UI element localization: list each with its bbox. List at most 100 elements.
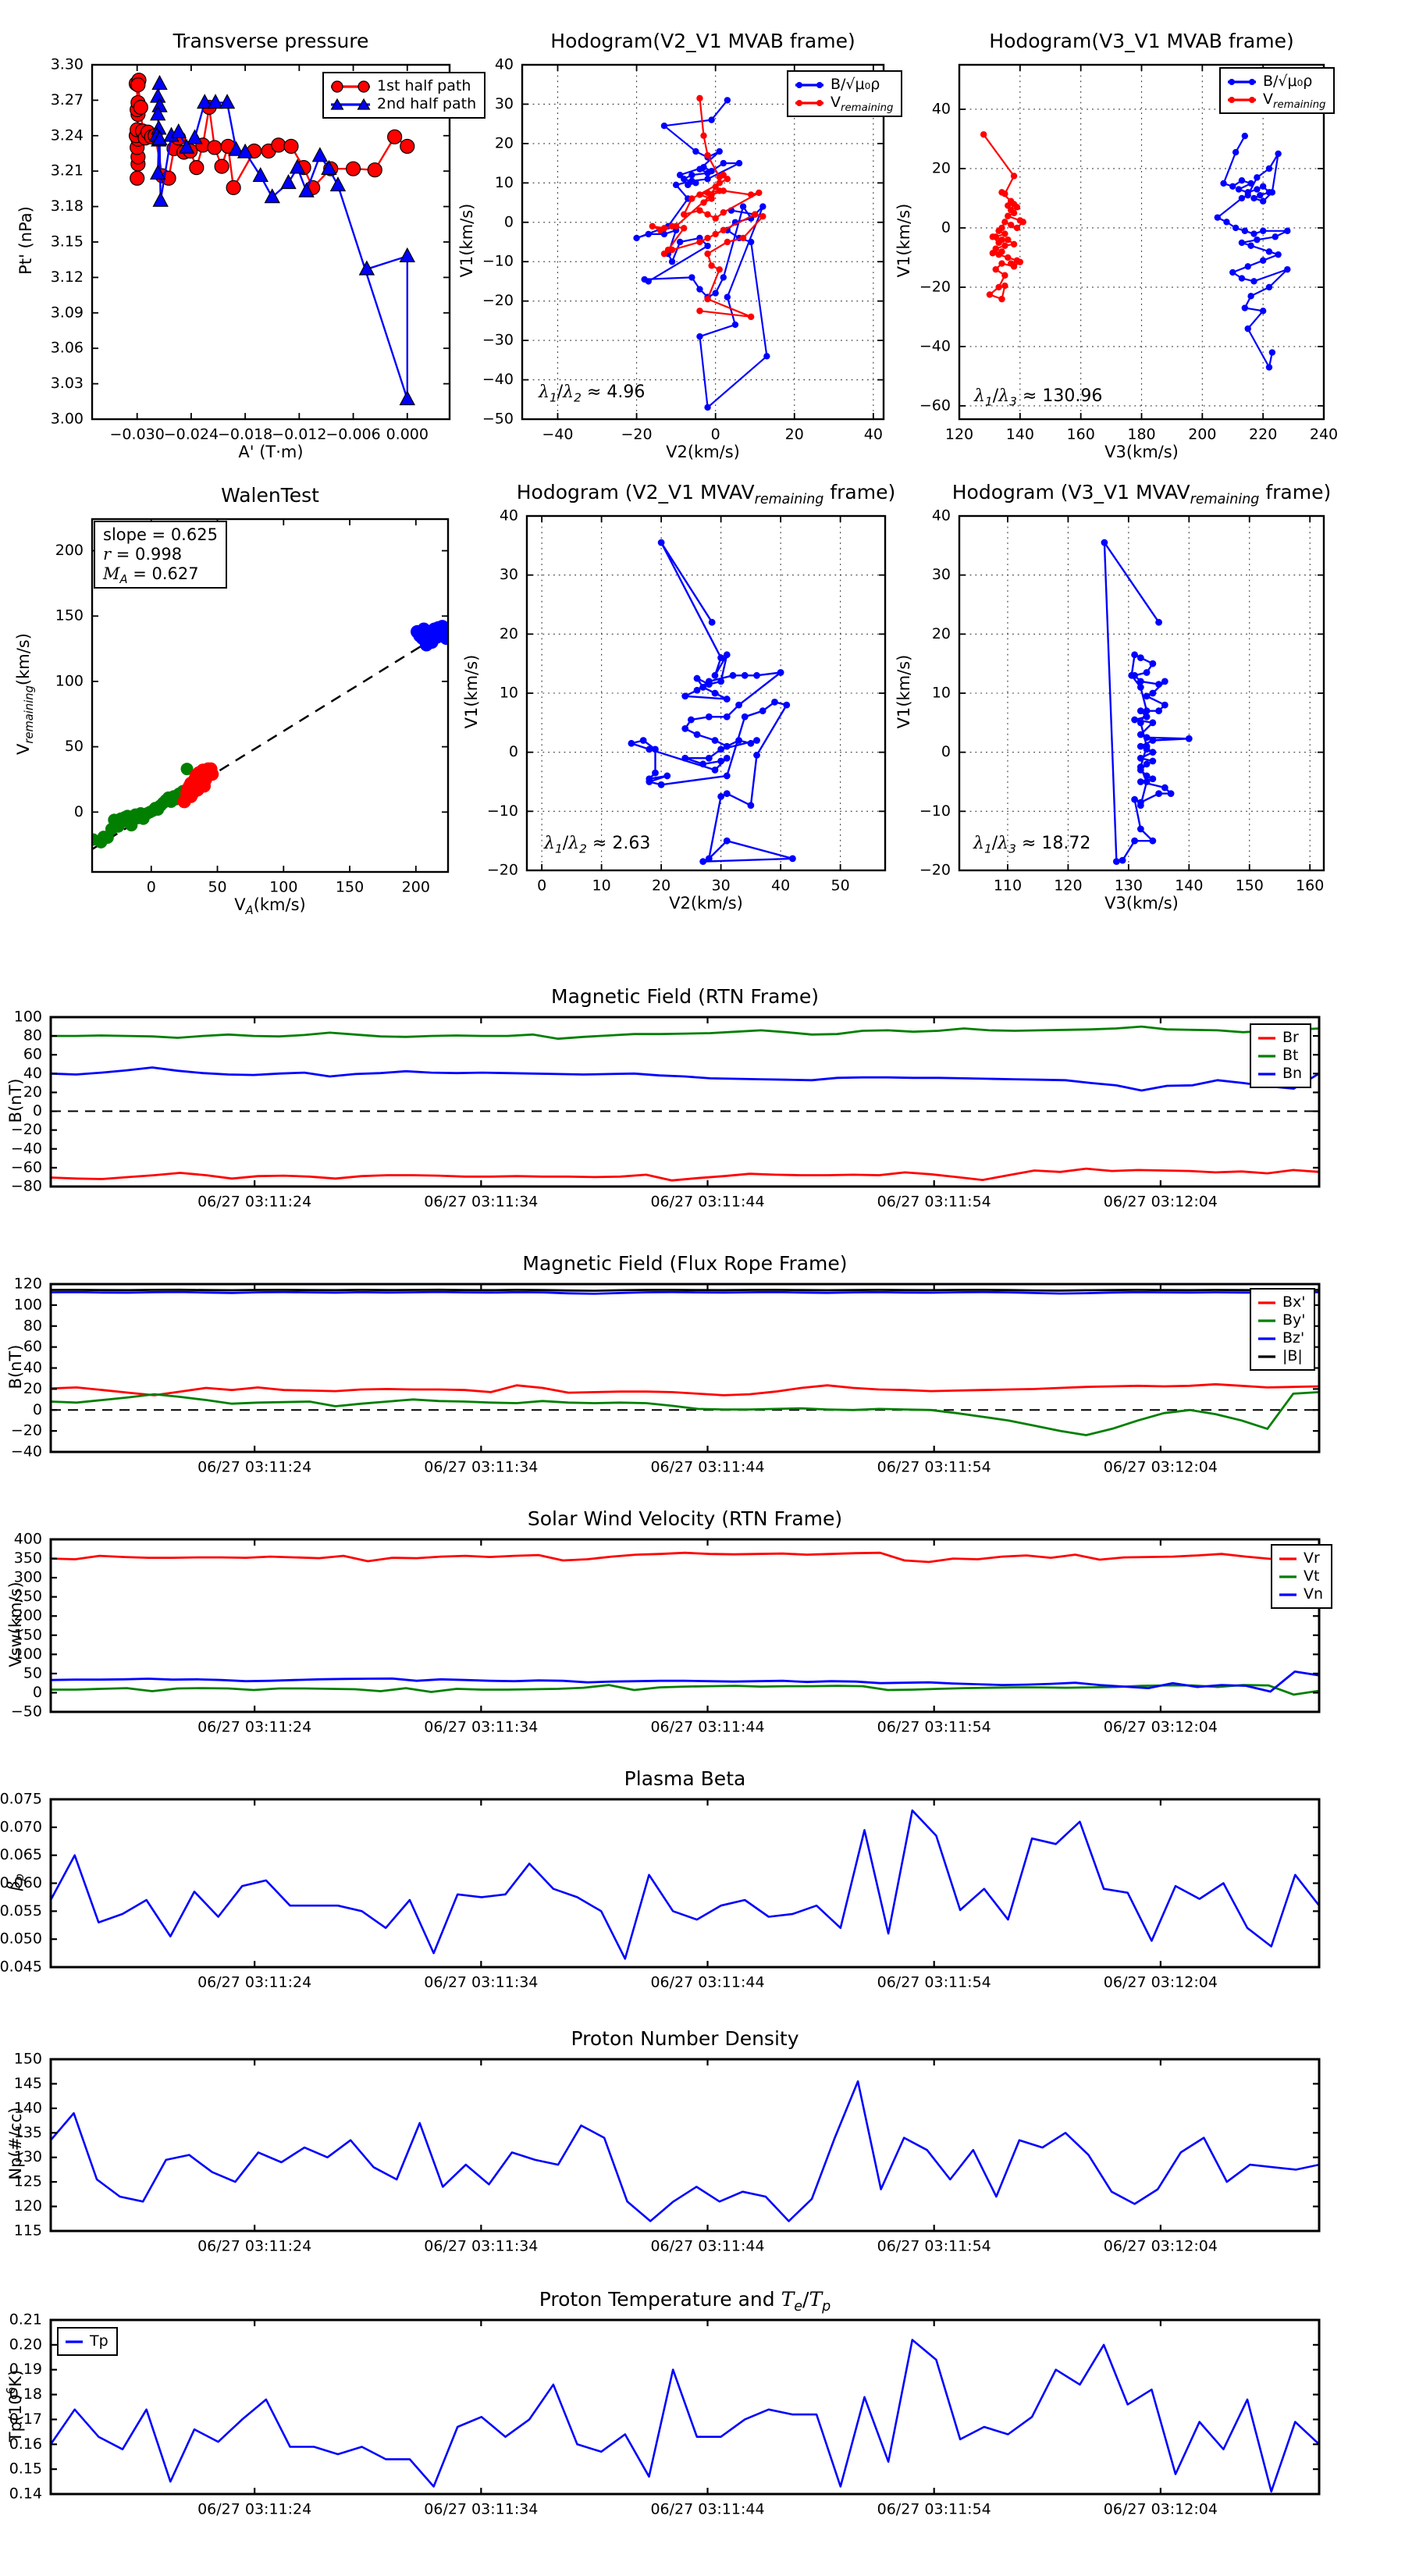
title-plasma-beta: Plasma Beta — [624, 1767, 746, 1790]
legend-label: B/√μ₀ρ — [831, 76, 880, 93]
legend-mag-rtn: Br Bt Bn — [1250, 1023, 1312, 1088]
svg-text:−40: −40 — [11, 1140, 42, 1157]
legend-swatch-blue-line-icon — [64, 2335, 84, 2349]
legend-item-2nd-half: 2nd half path — [329, 95, 476, 113]
svg-text:200: 200 — [55, 542, 84, 559]
legend-label: Tp — [90, 2332, 108, 2350]
svg-text:0.17: 0.17 — [9, 2411, 42, 2428]
svg-text:10: 10 — [932, 685, 951, 702]
legend-item-vt: Vt — [1278, 1567, 1323, 1585]
svg-text:3.30: 3.30 — [51, 56, 84, 73]
legend-label: Bt — [1282, 1047, 1299, 1064]
svg-text:0.16: 0.16 — [9, 2435, 42, 2453]
svg-text:300: 300 — [14, 1569, 42, 1586]
svg-text:06/27 03:11:54: 06/27 03:11:54 — [877, 2238, 991, 2255]
legend-swatch-red-line-icon — [1257, 1296, 1277, 1310]
legend-item-tp: Tp — [64, 2332, 108, 2350]
ylabel-hodogram-v3v1-mvab: V1(km/s) — [895, 203, 913, 278]
svg-text:400: 400 — [14, 1531, 42, 1548]
annotation-lambda-ratio: λ1/λ2 ≈ 4.96 — [539, 382, 646, 405]
legend-label: |B| — [1282, 1347, 1303, 1364]
svg-text:150: 150 — [1236, 877, 1264, 895]
svg-text:−60: −60 — [11, 1158, 42, 1176]
svg-text:50: 50 — [65, 738, 84, 755]
legend-hodogram-v2v1-mvab: B/√μ₀ρ Vremaining — [787, 70, 903, 117]
legend-swatch-green-line-icon — [1278, 1570, 1298, 1584]
svg-text:40: 40 — [500, 507, 518, 525]
legend-swatch-blue-dots-icon — [794, 78, 825, 92]
svg-text:−40: −40 — [482, 371, 514, 388]
legend-label: Vremaining — [1263, 91, 1326, 111]
svg-text:350: 350 — [14, 1550, 42, 1567]
svg-text:0: 0 — [33, 1102, 42, 1119]
svg-text:06/27 03:11:24: 06/27 03:11:24 — [197, 2238, 311, 2255]
legend-item-bx: Bx' — [1257, 1293, 1306, 1311]
svg-text:120: 120 — [945, 426, 973, 443]
svg-text:0.14: 0.14 — [9, 2485, 42, 2503]
svg-text:10: 10 — [592, 877, 611, 895]
legend-item-bt: Bt — [1257, 1047, 1302, 1065]
svg-text:60: 60 — [23, 1046, 42, 1063]
svg-text:200: 200 — [1188, 426, 1216, 443]
svg-text:06/27 03:12:04: 06/27 03:12:04 — [1104, 2501, 1218, 2518]
svg-text:−20: −20 — [11, 1121, 42, 1138]
svg-text:20: 20 — [23, 1380, 42, 1397]
svg-text:06/27 03:11:54: 06/27 03:11:54 — [877, 1194, 991, 1211]
ylabel-hodogram-v3v1-mvav: V1(km/s) — [895, 654, 913, 729]
svg-text:0.18: 0.18 — [9, 2386, 42, 2403]
title-walen-test: WalenTest — [221, 484, 319, 507]
svg-text:06/27 03:11:24: 06/27 03:11:24 — [197, 2501, 311, 2518]
legend-item-br: Br — [1257, 1029, 1302, 1047]
svg-text:0.050: 0.050 — [0, 1930, 42, 1948]
svg-text:0: 0 — [504, 213, 514, 230]
svg-text:06/27 03:12:04: 06/27 03:12:04 — [1104, 1719, 1218, 1736]
ylabel-proton-density: Np(#/cc) — [6, 2107, 25, 2180]
title-hodogram-v3v1-mvav: Hodogram (V3_V1 MVAVremaining frame) — [951, 481, 1332, 507]
legend-mag-fluxrope: Bx' By' Bz' |B| — [1250, 1288, 1315, 1371]
svg-text:−40: −40 — [11, 1443, 42, 1461]
svg-text:100: 100 — [269, 879, 297, 896]
svg-text:06/27 03:11:24: 06/27 03:11:24 — [197, 1719, 311, 1736]
legend-swatch-green-line-icon — [1257, 1049, 1277, 1063]
svg-text:20: 20 — [23, 1083, 42, 1101]
legend-item-vn: Vn — [1278, 1585, 1323, 1603]
svg-text:0.055: 0.055 — [0, 1902, 42, 1920]
svg-text:0: 0 — [941, 743, 951, 760]
legend-label: Bn — [1282, 1065, 1303, 1082]
legend-swatch-red-line-icon — [1257, 1031, 1277, 1045]
xlabel-hodogram-v3v1-mvav: V3(km/s) — [1104, 894, 1179, 913]
svg-text:−0.006: −0.006 — [325, 426, 380, 443]
ylabel-proton-temp: Tp(106K) — [5, 2369, 25, 2442]
title-proton-temp: Proton Temperature and Te/Tp — [539, 2288, 831, 2314]
svg-text:06/27 03:12:04: 06/27 03:12:04 — [1104, 2238, 1218, 2255]
svg-text:06/27 03:11:34: 06/27 03:11:34 — [424, 1719, 538, 1736]
svg-text:−0.024: −0.024 — [164, 426, 219, 443]
svg-text:150: 150 — [336, 879, 364, 896]
svg-text:0: 0 — [33, 1401, 42, 1418]
svg-text:0.060: 0.060 — [0, 1874, 42, 1891]
svg-text:3.24: 3.24 — [51, 126, 84, 144]
legend-solar-wind: Vr Vt Vn — [1271, 1544, 1333, 1609]
svg-text:150: 150 — [14, 1626, 42, 1643]
svg-text:06/27 03:11:54: 06/27 03:11:54 — [877, 1719, 991, 1736]
legend-item-vr: Vr — [1278, 1550, 1323, 1567]
title-transverse-pressure: Transverse pressure — [173, 30, 369, 52]
legend-swatch-black-line-icon — [1257, 1350, 1277, 1364]
svg-text:3.12: 3.12 — [51, 269, 84, 286]
legend-label: Bz' — [1282, 1329, 1305, 1347]
svg-text:100: 100 — [14, 1009, 42, 1026]
svg-text:160: 160 — [1067, 426, 1095, 443]
svg-text:40: 40 — [23, 1359, 42, 1376]
svg-text:30: 30 — [495, 95, 514, 112]
legend-swatch-red-line-icon — [1278, 1552, 1298, 1566]
svg-text:0.065: 0.065 — [0, 1846, 42, 1863]
title-mag-rtn: Magnetic Field (RTN Frame) — [551, 985, 819, 1008]
svg-text:0.19: 0.19 — [9, 2361, 42, 2378]
walen-stats-box: slope = 0.625 r = 0.998 MA = 0.627 — [94, 521, 227, 589]
legend-item-b-alfven: B/√μ₀ρ — [794, 76, 893, 94]
stat-ma: MA = 0.627 — [103, 564, 199, 587]
svg-text:−20: −20 — [482, 292, 514, 309]
svg-text:−30: −30 — [482, 332, 514, 349]
svg-text:3.18: 3.18 — [51, 197, 84, 215]
legend-item-v-remaining: Vremaining — [794, 94, 893, 113]
